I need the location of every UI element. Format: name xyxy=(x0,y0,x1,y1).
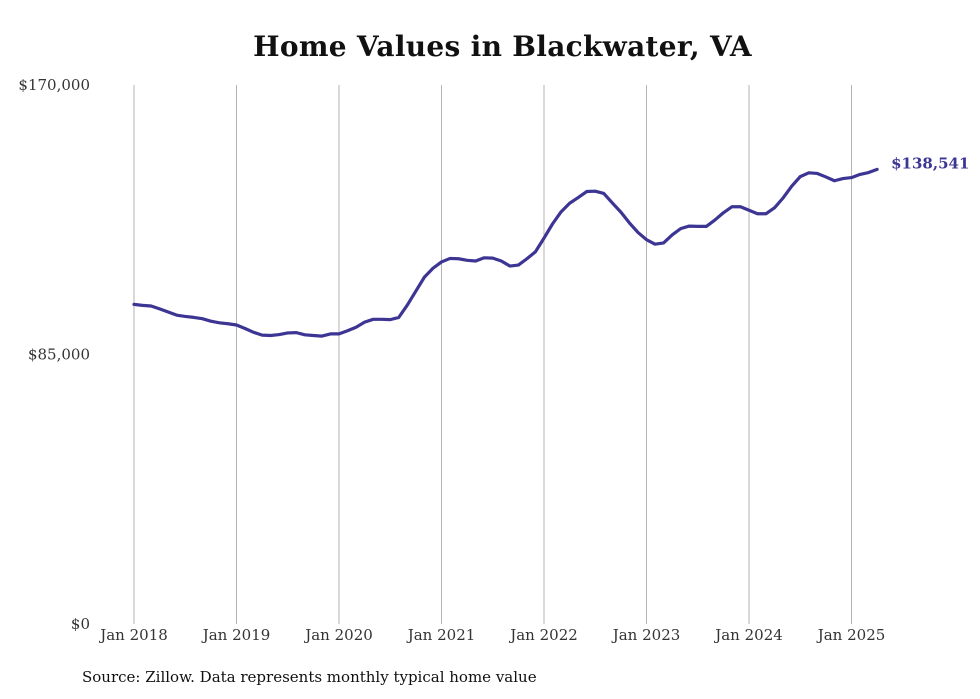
latest-value-label: $138,541 xyxy=(891,154,969,172)
x-tick-label: Jan 2020 xyxy=(303,626,373,644)
x-tick-label: Jan 2019 xyxy=(201,626,271,644)
vertical-gridlines xyxy=(133,85,852,624)
x-tick-label: Jan 2018 xyxy=(98,626,168,644)
y-tick-label: $0 xyxy=(71,615,90,633)
chart-title: Home Values in Blackwater, VA xyxy=(253,30,752,63)
x-axis-tick-labels: Jan 2018 Jan 2019 Jan 2020 Jan 2021 Jan 2022… xyxy=(98,626,885,644)
x-tick-label: Jan 2022 xyxy=(508,626,578,644)
x-tick-label: Jan 2025 xyxy=(816,626,886,644)
x-tick-label: Jan 2024 xyxy=(713,626,783,644)
y-axis-tick-labels: $0 $85,000 $170,000 xyxy=(18,76,90,633)
x-tick-label: Jan 2021 xyxy=(406,626,476,644)
source-note: Source: Zillow. Data represents monthly … xyxy=(82,668,537,686)
y-tick-label: $170,000 xyxy=(18,76,90,94)
y-tick-label: $85,000 xyxy=(28,346,90,364)
x-tick-label: Jan 2023 xyxy=(611,626,681,644)
home-value-series-line xyxy=(132,167,879,338)
